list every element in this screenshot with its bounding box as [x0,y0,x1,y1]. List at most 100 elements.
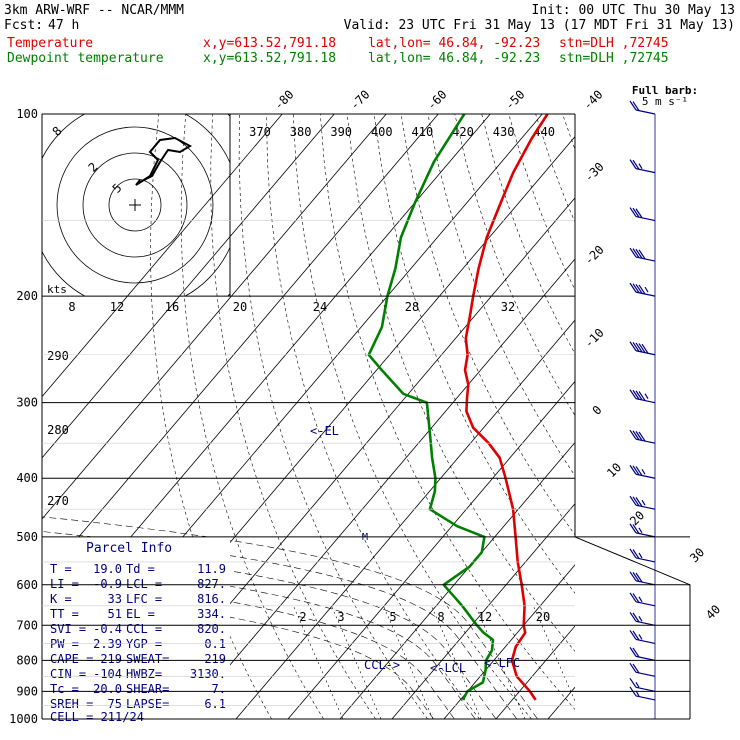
wind-barb-half [641,468,646,475]
hodograph-ring-label: 2 [86,160,101,175]
wind-barb-flag [635,466,643,476]
wind-barb-staff [635,350,656,356]
wind-barb-staff [635,215,656,222]
theta-label: 420 [452,125,474,139]
dry-adiabat [346,114,575,652]
wind-barb-flag [632,549,640,559]
fcst-value: 47 h [48,18,79,33]
theta-left-label: 290 [47,349,69,363]
wind-barb-flag [629,647,637,657]
wind-barb [629,677,656,692]
temperature-profile [463,114,549,701]
wind-barb-flag [629,159,637,169]
wind-barb-staff [635,557,656,563]
parcel-row-label-2: CCL = [126,622,162,636]
wind-barb-half [635,682,640,688]
parcel-row-value-2: 827. [197,577,226,591]
barb-legend-title: Full barb: [632,84,698,97]
parcel-info-panel: Parcel Info T = 19.0 Td = 11.9 LI = -0.9 LCL =… [42,537,230,724]
mixing-ratio-label: 2 [299,610,306,624]
wind-barb [629,247,656,262]
wind-barb-flag [629,495,637,506]
legend-dew-xy: x,y=613.52,791.18 [203,51,336,66]
wind-barb [629,100,656,115]
wind-barb-flag [629,247,637,258]
theta-left-label: 270 [47,494,69,508]
isotherm-right-label: 0 [590,403,605,418]
parcel-row-label-2: HWBZ= [126,667,162,681]
wind-barb [629,611,656,626]
wind-barb [629,630,656,644]
parcel-row-label-1: PW = [50,637,79,651]
parcel-row-value-2: 6.1 [204,697,226,711]
wind-barb-flag [629,341,637,352]
wind-barb [629,429,656,444]
wind-barb-flag [635,497,643,507]
dry-adiabat [616,114,740,719]
wind-barb [629,523,656,538]
dry-adiabat [320,114,575,710]
pressure-tick-label: 400 [16,471,38,485]
wind-barb-staff [635,438,656,444]
dry-adiabat [535,114,575,223]
isotherm-top-label: -50 [502,87,527,112]
mixing-ratio-line [430,604,482,720]
wind-barb [629,389,656,404]
parcel-title: Parcel Info [86,541,172,556]
parcel-row-value-1: 33 [108,592,122,606]
parcel-row-value-1: 19.0 [93,562,122,576]
dry-adiabat [589,114,740,719]
isotherm-top-label: -70 [347,87,372,112]
theta-label: 430 [493,125,515,139]
legend-temp-label: Temperature [7,36,93,51]
wind-barb-flag [638,391,646,401]
theta-label: 370 [249,125,271,139]
parcel-row-value-1: -0.9 [93,577,122,591]
dry-adiabat [508,114,575,291]
hodograph-speed-label: 28 [405,300,419,314]
dry-adiabat [643,114,740,719]
wind-barb-flag [632,430,640,441]
pressure-tick-label: 1000 [9,712,38,726]
mixing-ratio-line [330,604,382,720]
isotherm-line [495,625,575,720]
pressure-tick-label: 300 [16,396,38,410]
theta-label: 380 [290,125,312,139]
legend-dew-latlon: lat,lon= 46.84, -92.23 [368,51,540,66]
wind-barb-flag [629,100,637,111]
parcel-cell: CELL = 211/24 [50,710,144,724]
pressure-tick-label: 200 [16,289,38,303]
wind-barb-flag [629,630,637,640]
wind-barb-staff [635,638,656,644]
isotherm-right-label: 20 [627,508,647,528]
wind-barb-flag [629,389,637,399]
parcel-row-value-1: 2.39 [93,637,122,651]
isotherm-line [42,114,387,520]
dry-adiabat [724,114,740,719]
wind-barb-staff [635,620,656,626]
legend-temp-latlon: lat,lon= 46.84, -92.23 [368,36,540,51]
pressure-tick-label: 600 [16,578,38,592]
isotherm-line [391,503,575,720]
isotherm-top-label: -40 [580,87,605,112]
wind-barb-flag [632,663,640,674]
parcel-row-label-1: T = [50,562,72,576]
isotherm-line [42,114,283,398]
parcel-row-value-2: 0.1 [204,637,226,651]
parcel-row-value-2: 11.9 [197,562,226,576]
wind-barb-staff [635,532,656,538]
wind-barb-staff [635,398,656,404]
parcel-row-label-1: K = [50,592,72,606]
lfc-marker: <-LFC [484,656,520,670]
wind-barb-staff [635,655,656,661]
lcl-marker: <-LCL [430,661,466,675]
dry-adiabat [373,114,575,594]
mixing-ratio-label: 12 [478,610,492,624]
pressure-tick-label: 900 [16,684,38,698]
dry-adiabat [266,114,480,720]
isotherm-line [287,380,575,720]
hodograph-ring [56,126,214,284]
parcel-row-label-2: SWEAT= [126,652,169,666]
theta-label: 400 [371,125,393,139]
